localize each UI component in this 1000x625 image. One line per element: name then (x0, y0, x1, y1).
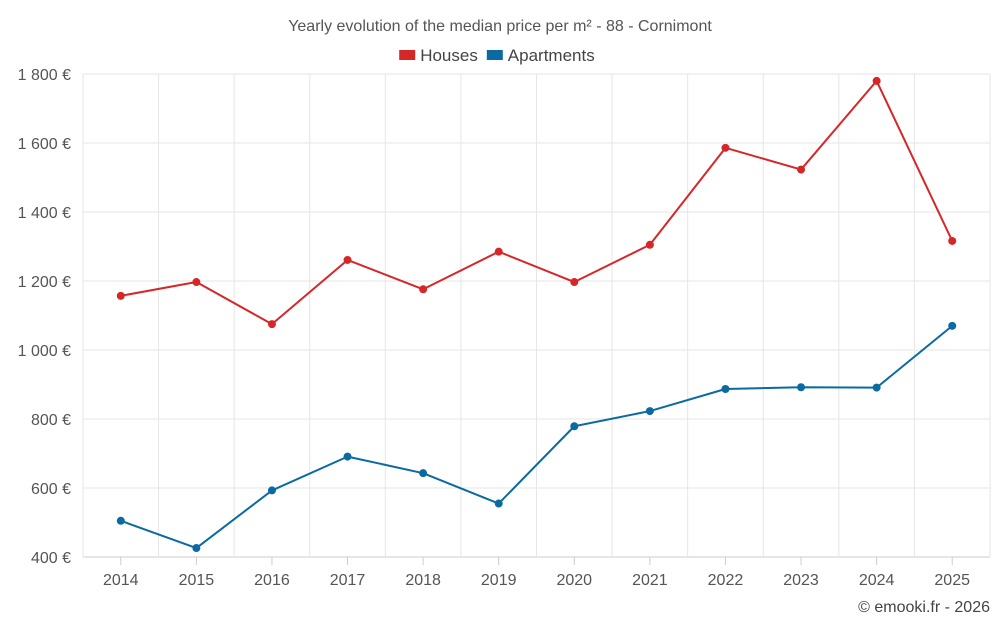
legend-swatch (486, 50, 503, 60)
x-tick-label: 2017 (330, 572, 366, 589)
x-tick-label: 2020 (556, 572, 592, 589)
legend-label: Apartments (508, 46, 595, 65)
x-tick-label: 2015 (179, 572, 215, 589)
y-tick-label: 1 400 € (18, 205, 71, 222)
data-point[interactable] (116, 291, 125, 300)
series-apartments (116, 321, 957, 553)
series-houses (116, 76, 957, 329)
data-point[interactable] (343, 452, 352, 461)
x-tick-label: 2023 (783, 572, 819, 589)
data-point[interactable] (948, 321, 957, 330)
legend-swatch (399, 50, 416, 60)
data-point[interactable] (721, 384, 730, 393)
y-tick-label: 400 € (31, 550, 71, 567)
y-tick-label: 1 600 € (18, 136, 71, 153)
data-point[interactable] (419, 469, 428, 478)
data-point[interactable] (872, 383, 881, 392)
x-tick-label: 2014 (103, 572, 139, 589)
data-point[interactable] (192, 544, 201, 553)
y-axis-ticks: 400 € 600 € 800 € 1 000 € 1 200 € 1 400 € 1 60… (18, 67, 71, 567)
series-line (120, 325, 953, 550)
legend: Houses Apartments (399, 46, 595, 65)
data-point[interactable] (645, 407, 654, 416)
legend-label: Houses (420, 46, 478, 65)
x-tick-label: 2021 (632, 572, 668, 589)
y-tick-label: 800 € (31, 412, 71, 429)
data-point[interactable] (343, 255, 352, 264)
x-axis-ticks: 2014 2015 2016 2017 2018 2019 2020 2021 2022 2023… (103, 557, 970, 589)
legend-item-apartments[interactable]: Apartments (486, 46, 595, 65)
data-point[interactable] (494, 499, 503, 508)
x-tick-label: 2024 (859, 572, 895, 589)
x-tick-label: 2016 (254, 572, 290, 589)
series-line (120, 79, 954, 326)
data-point[interactable] (721, 143, 730, 152)
credit-text: © emooki.fr - 2026 (858, 599, 990, 616)
data-point[interactable] (192, 278, 201, 287)
data-point[interactable] (570, 278, 579, 287)
data-point[interactable] (645, 240, 654, 249)
x-tick-label: 2018 (405, 572, 441, 589)
data-point[interactable] (267, 486, 276, 495)
data-point[interactable] (872, 76, 881, 85)
y-tick-label: 1 200 € (18, 274, 71, 291)
data-point[interactable] (419, 285, 428, 294)
x-tick-label: 2022 (708, 572, 744, 589)
data-point[interactable] (797, 165, 806, 174)
data-point[interactable] (797, 383, 806, 392)
series-layer (116, 76, 957, 553)
x-tick-label: 2019 (481, 572, 517, 589)
x-gridlines (82, 74, 991, 557)
data-point[interactable] (116, 516, 125, 525)
y-tick-label: 1 800 € (18, 67, 71, 84)
data-point[interactable] (494, 247, 503, 256)
chart-title: Yearly evolution of the median price per… (288, 18, 712, 35)
y-tick-label: 600 € (31, 481, 71, 498)
x-tick-label: 2025 (934, 572, 970, 589)
data-point[interactable] (267, 320, 276, 329)
data-point[interactable] (570, 422, 579, 431)
legend-item-houses[interactable]: Houses (399, 46, 478, 65)
data-point[interactable] (948, 236, 957, 245)
y-tick-label: 1 000 € (18, 343, 71, 360)
